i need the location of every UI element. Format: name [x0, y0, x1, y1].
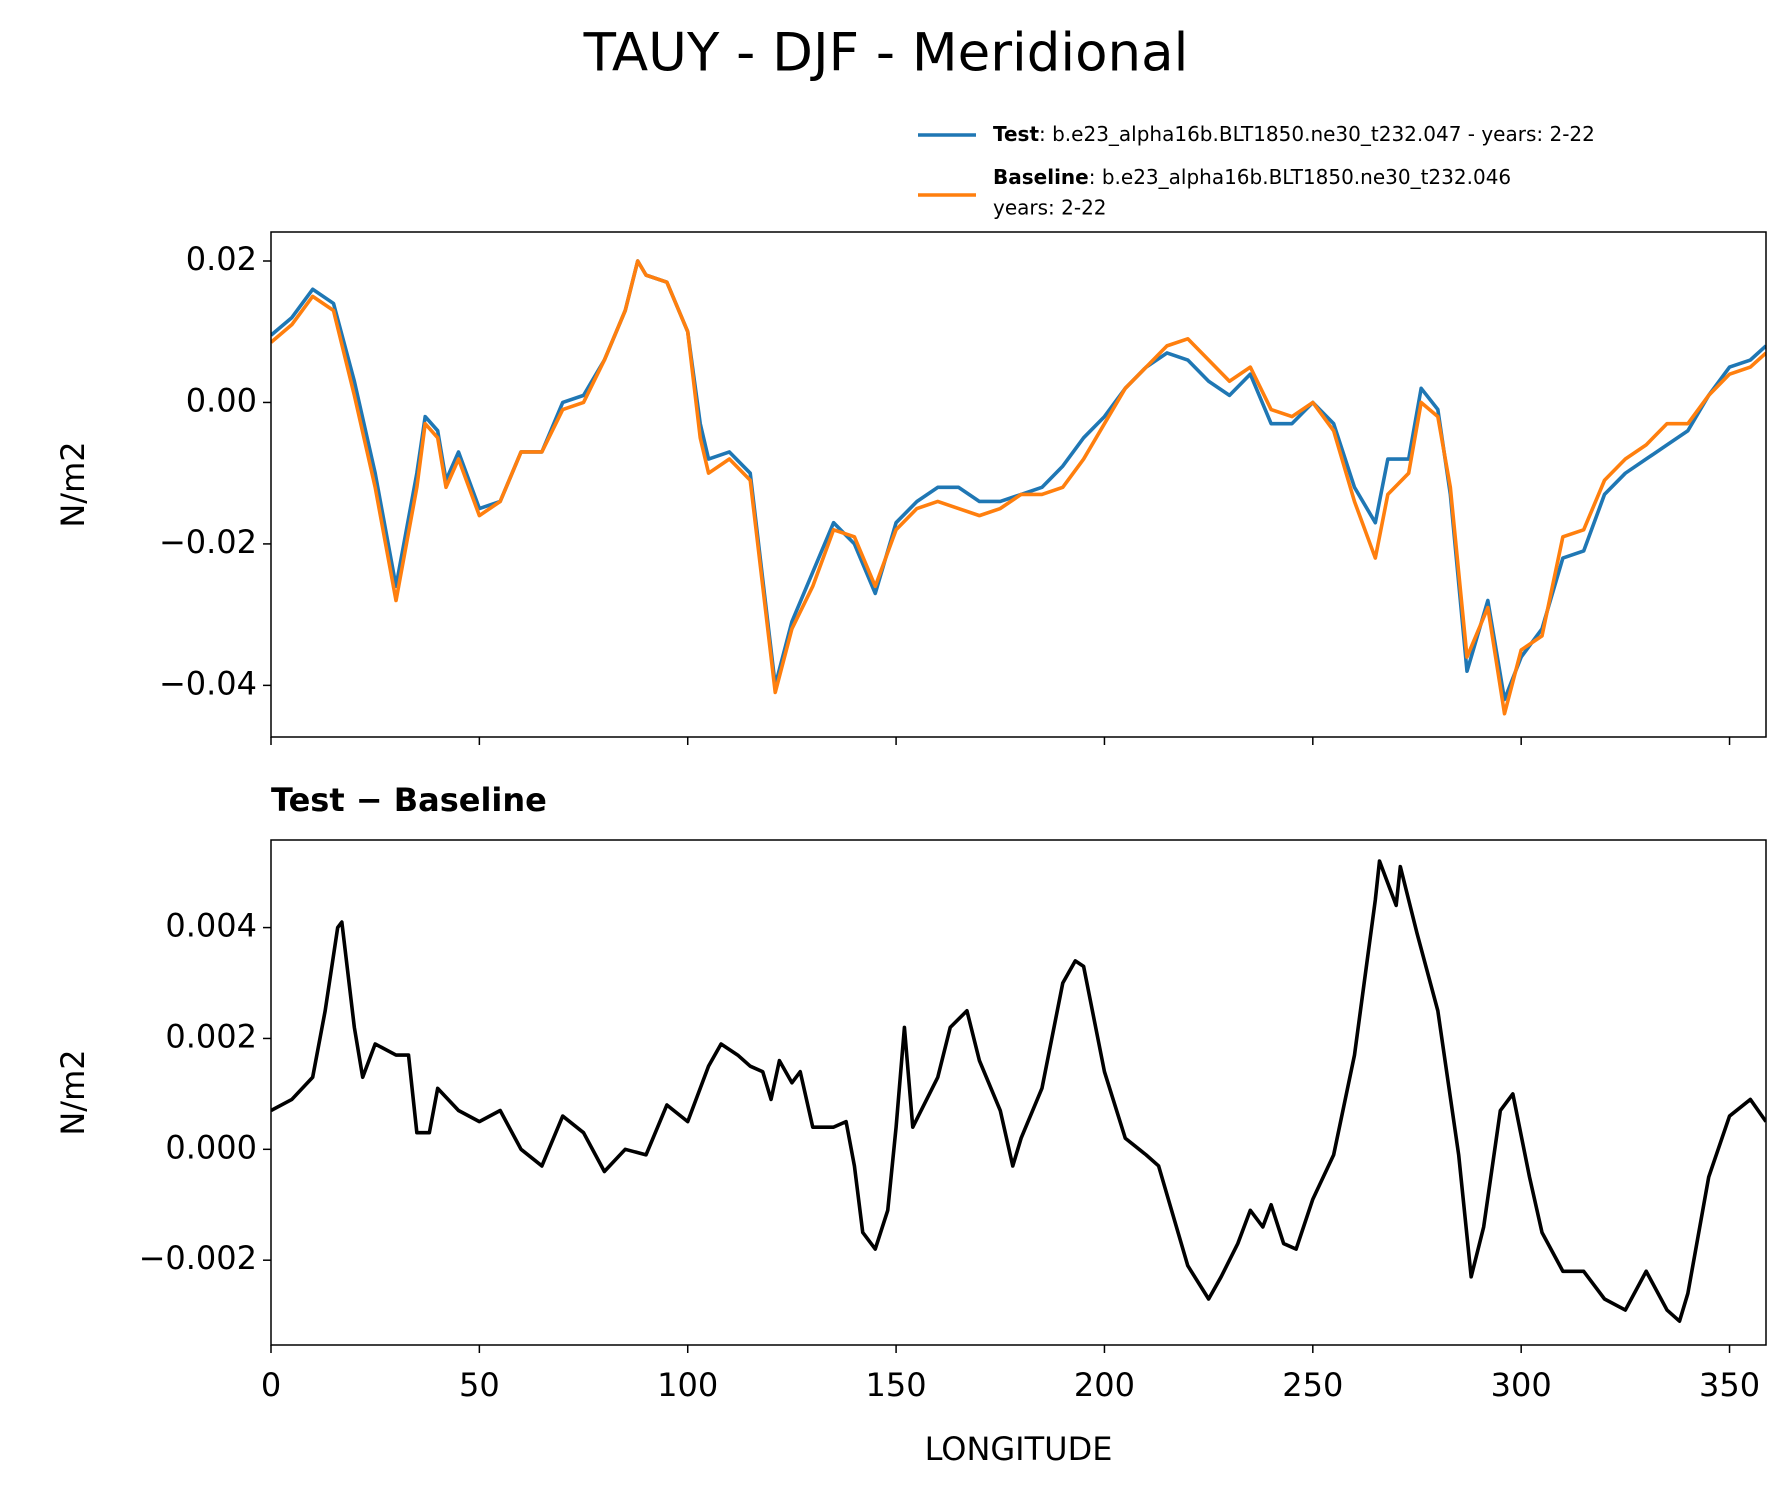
series-line [271, 259, 1766, 716]
axes-frame [270, 231, 1767, 738]
legend-description: : b.e23_alpha16b.BLT1850.ne30_t232.047 -… [1039, 122, 1595, 146]
y-axis-label: N/m2 [54, 441, 92, 527]
y-tick-label: 0.002 [165, 1017, 257, 1055]
y-tick-label: 0.02 [186, 240, 257, 278]
x-tick-label: 300 [1491, 1366, 1552, 1404]
series-line [271, 859, 1766, 1323]
plot-area [271, 859, 1766, 1323]
legend-label: Test: b.e23_alpha16b.BLT1850.ne30_t232.0… [993, 122, 1595, 146]
x-tick-label: 100 [657, 1366, 718, 1404]
y-tick-label: −0.002 [139, 1239, 257, 1277]
legend-description: : b.e23_alpha16b.BLT1850.ne30_t232.046 [1089, 165, 1511, 189]
panel-title: Test − Baseline [271, 781, 547, 819]
x-tick-label: 50 [459, 1366, 500, 1404]
plot-area [271, 259, 1766, 716]
y-tick-label: 0.000 [165, 1128, 257, 1166]
legend-name: Baseline [993, 165, 1089, 189]
y-axis-label: N/m2 [54, 1049, 92, 1135]
y-tick-label: −0.04 [159, 664, 257, 702]
y-tick-label: −0.02 [159, 523, 257, 561]
x-tick-label: 200 [1074, 1366, 1135, 1404]
figure-title: TAUY - DJF - Meridional [583, 23, 1189, 84]
y-tick-label: 0.00 [186, 381, 257, 419]
x-axis-label: LONGITUDE [925, 1430, 1113, 1468]
y-tick-label: 0.004 [165, 907, 257, 945]
x-tick-label: 0 [261, 1366, 281, 1404]
legend-label: Baseline: b.e23_alpha16b.BLT1850.ne30_t2… [993, 165, 1511, 189]
axes-frame [270, 839, 1767, 1346]
legend-name: Test [993, 122, 1039, 146]
x-tick-label: 150 [866, 1366, 927, 1404]
x-tick-label: 350 [1699, 1366, 1760, 1404]
legend-description: years: 2-22 [993, 196, 1107, 220]
x-tick-label: 250 [1282, 1366, 1343, 1404]
